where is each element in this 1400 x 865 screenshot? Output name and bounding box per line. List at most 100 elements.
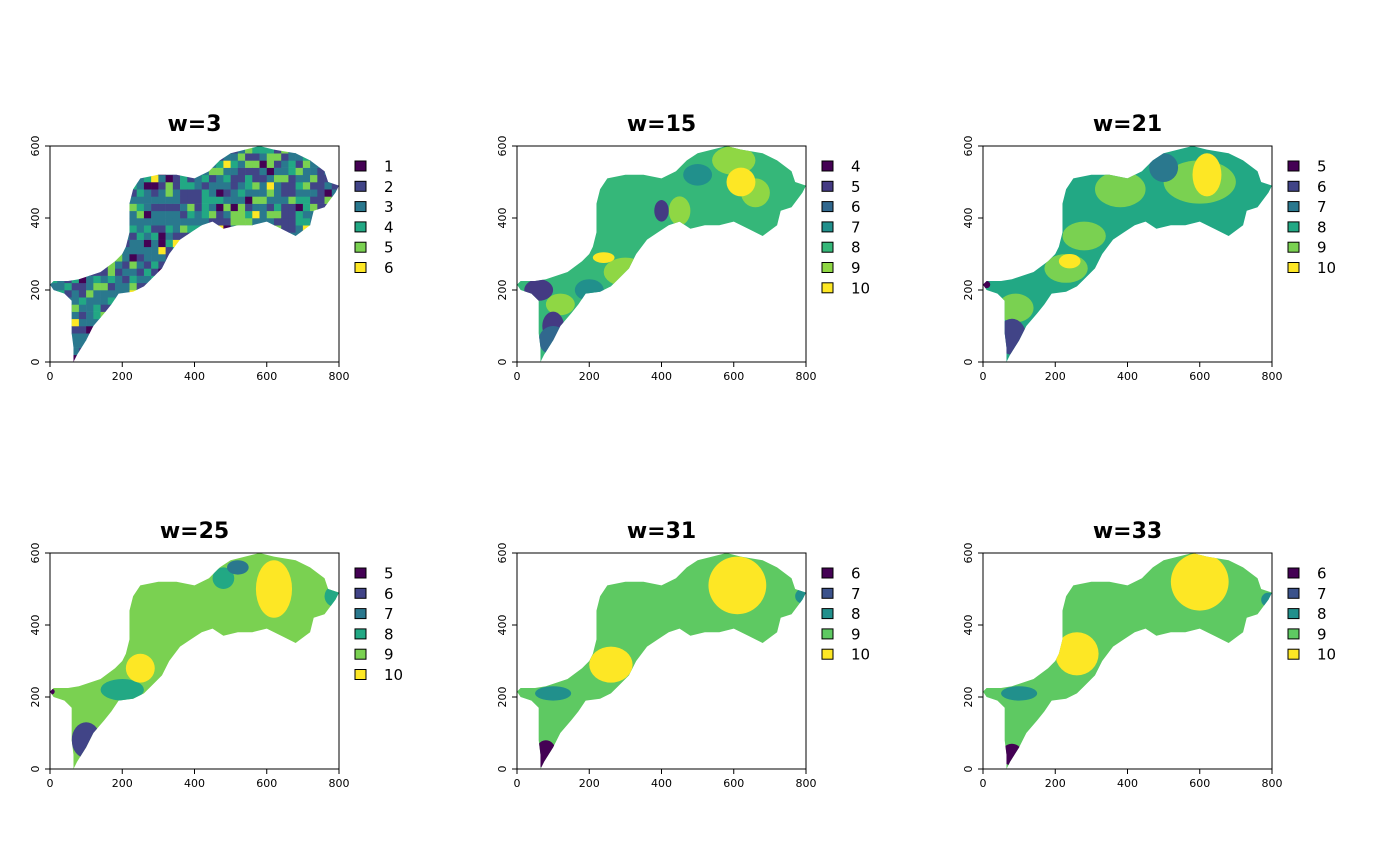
raster-cell bbox=[245, 146, 253, 154]
raster-cell bbox=[64, 167, 72, 176]
x-tick-label: 200 bbox=[112, 777, 133, 790]
raster-cell bbox=[143, 232, 152, 240]
raster-cell bbox=[93, 304, 101, 312]
raster-cell bbox=[158, 196, 166, 204]
legend-label: 9 bbox=[851, 625, 861, 643]
y-tick-label: 200 bbox=[29, 280, 42, 301]
raster-cell bbox=[187, 340, 195, 348]
raster-cell bbox=[57, 282, 65, 291]
raster-cell bbox=[78, 333, 87, 341]
raster-cell bbox=[324, 174, 333, 183]
raster-cell bbox=[71, 354, 80, 362]
raster-cell bbox=[180, 167, 188, 176]
raster-cell bbox=[237, 326, 246, 334]
legend-swatch bbox=[821, 608, 834, 620]
raster-cell bbox=[237, 239, 246, 248]
raster-cell bbox=[64, 218, 72, 226]
raster-cell bbox=[71, 340, 80, 348]
raster-cell bbox=[230, 196, 239, 204]
raster-cell bbox=[223, 189, 231, 197]
raster-cell bbox=[100, 189, 109, 197]
legend-swatch bbox=[1287, 180, 1300, 192]
raster-cell bbox=[136, 282, 145, 291]
raster-cell bbox=[93, 268, 101, 276]
raster-cell bbox=[208, 203, 217, 212]
raster-cell bbox=[122, 196, 130, 204]
raster-cell bbox=[165, 153, 174, 161]
raster-cell bbox=[317, 196, 325, 204]
raster-cell bbox=[223, 160, 231, 168]
raster-cell bbox=[57, 347, 65, 356]
raster-cell bbox=[273, 239, 282, 248]
raster-cell bbox=[331, 326, 339, 334]
raster-cell bbox=[295, 297, 304, 305]
raster-cell bbox=[64, 210, 72, 219]
raster-cell bbox=[208, 254, 217, 262]
raster-base bbox=[50, 553, 339, 769]
raster-cell bbox=[259, 340, 268, 348]
raster-cell bbox=[93, 182, 101, 190]
raster-cell bbox=[180, 282, 188, 291]
raster-cell bbox=[266, 254, 275, 262]
legend-label: 9 bbox=[384, 646, 394, 664]
raster-cell bbox=[302, 304, 311, 312]
raster-cell bbox=[136, 189, 145, 197]
raster-cell bbox=[122, 275, 130, 284]
panel-title: w=3 bbox=[167, 112, 221, 137]
raster-cell bbox=[57, 203, 65, 212]
y-tick-label: 0 bbox=[496, 359, 509, 366]
raster-cell bbox=[93, 160, 101, 168]
raster-cell bbox=[208, 261, 217, 269]
raster-cell bbox=[78, 239, 87, 248]
raster-cell bbox=[136, 153, 145, 161]
raster-cell bbox=[151, 275, 159, 284]
raster-cell bbox=[324, 282, 333, 291]
legend-label: 10 bbox=[1317, 646, 1336, 664]
raster-cell bbox=[165, 254, 174, 262]
raster-cell bbox=[237, 290, 246, 298]
y-tick-label: 0 bbox=[496, 766, 509, 773]
raster-cell bbox=[295, 232, 304, 240]
raster-cell bbox=[129, 318, 137, 327]
raster-cell bbox=[172, 340, 181, 348]
raster-cell bbox=[259, 225, 268, 233]
raster-cell bbox=[172, 239, 181, 248]
legend-label: 8 bbox=[1317, 218, 1327, 236]
raster-cell bbox=[317, 174, 325, 183]
raster-cell bbox=[93, 333, 101, 341]
legend-swatch bbox=[821, 648, 834, 660]
raster-cell bbox=[122, 203, 130, 212]
raster-cell bbox=[187, 218, 195, 226]
raster-cell bbox=[57, 297, 65, 305]
panel-title: w=21 bbox=[1093, 112, 1162, 137]
raster-cell bbox=[317, 275, 325, 284]
raster-cell bbox=[136, 182, 145, 190]
legend-label: 9 bbox=[851, 259, 861, 277]
raster-cell bbox=[78, 160, 87, 168]
raster-cell bbox=[273, 246, 282, 255]
raster-cell bbox=[158, 333, 166, 341]
raster-cell bbox=[143, 196, 152, 204]
raster-cell bbox=[136, 311, 145, 320]
raster-cell bbox=[194, 297, 203, 305]
raster-cell bbox=[302, 318, 311, 327]
raster-cell bbox=[158, 182, 166, 190]
legend-swatch bbox=[821, 282, 834, 294]
raster-cell bbox=[266, 167, 275, 176]
raster-cell bbox=[273, 203, 282, 212]
raster-cell bbox=[71, 304, 80, 312]
raster-cell bbox=[187, 153, 195, 161]
raster-cell bbox=[194, 182, 203, 190]
raster-cell bbox=[71, 326, 80, 334]
raster-cell bbox=[216, 354, 224, 362]
raster-cell bbox=[115, 225, 123, 233]
legend-swatch bbox=[821, 180, 834, 192]
raster-cell bbox=[216, 261, 224, 269]
raster-cell bbox=[273, 268, 282, 276]
raster-cell bbox=[136, 354, 145, 362]
raster-cell bbox=[230, 203, 239, 212]
raster-cell bbox=[143, 218, 152, 226]
raster-cell bbox=[259, 167, 268, 176]
raster-cell bbox=[122, 218, 130, 226]
raster-cell bbox=[143, 290, 152, 298]
